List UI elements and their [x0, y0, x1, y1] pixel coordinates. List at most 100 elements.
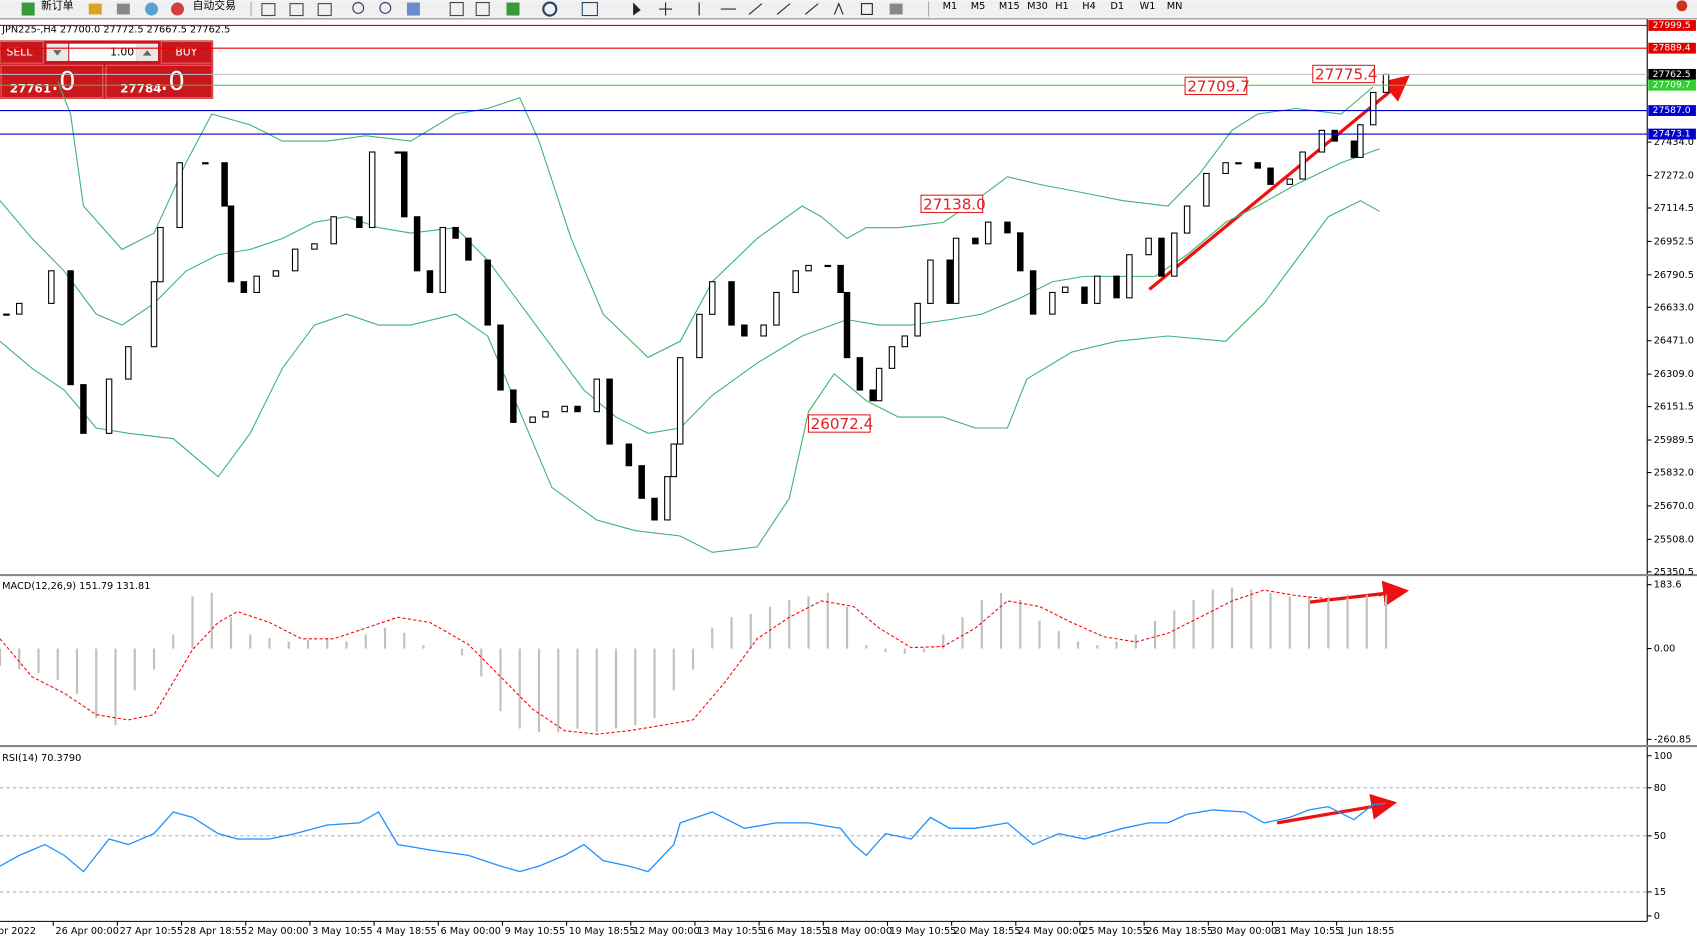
icon[interactable]	[889, 3, 903, 15]
icon[interactable]	[506, 2, 520, 16]
arrow	[53, 50, 62, 56]
annotation: 27138.0	[923, 195, 986, 213]
lot-value[interactable]: 1.00	[110, 45, 134, 58]
candle	[1017, 232, 1024, 272]
trade-panel: SELL 1.00 BUY 27761 .0 27784 .0	[0, 40, 214, 99]
timeframe-button[interactable]: M15	[999, 1, 1020, 12]
bid-fraction[interactable]: .0	[51, 67, 76, 97]
trend-arrows	[1148, 75, 1410, 825]
icon-cursor[interactable]	[633, 2, 641, 16]
candle	[497, 324, 504, 391]
icon[interactable]	[776, 3, 791, 15]
auto-trading-button[interactable]: 自动交易	[193, 0, 236, 12]
y-tick-label: 25508.0	[1654, 534, 1694, 545]
candle	[125, 346, 132, 380]
timeframe-button[interactable]: H4	[1082, 1, 1096, 12]
x-tick-label: 4 May 18:55	[376, 926, 437, 937]
timeframe-button[interactable]: M1	[943, 1, 958, 12]
icon[interactable]	[317, 3, 332, 17]
y-tick-label: 26471.0	[1654, 336, 1694, 347]
candle	[856, 357, 864, 391]
ask-price[interactable]: 27784	[120, 82, 161, 96]
icon[interactable]	[88, 3, 102, 15]
x-tick-label: 18 May 00:00	[825, 926, 892, 937]
candle	[670, 443, 678, 478]
candle	[1126, 254, 1133, 299]
candle	[824, 264, 832, 268]
icon-crosshair[interactable]	[659, 2, 673, 16]
candle	[805, 264, 812, 272]
bid-box[interactable]	[0, 64, 104, 99]
bollinger-band	[0, 200, 1380, 553]
buy-label[interactable]: BUY	[175, 45, 197, 58]
candle	[843, 291, 851, 359]
candle	[202, 162, 209, 165]
price-level-box	[1648, 128, 1696, 140]
new-order-button[interactable]: 新订单	[41, 0, 74, 12]
sell-label[interactable]: SELL	[6, 45, 32, 58]
icon[interactable]	[406, 2, 420, 16]
icon-auto-trading[interactable]	[170, 2, 184, 16]
candle	[946, 259, 953, 304]
icon[interactable]	[289, 3, 304, 17]
timeframe-button[interactable]: D1	[1110, 1, 1124, 12]
candle	[728, 281, 735, 326]
icon[interactable]	[449, 2, 464, 17]
icon-zoom-out[interactable]	[379, 2, 392, 14]
icon[interactable]	[475, 2, 490, 17]
candle	[1331, 129, 1338, 142]
icon[interactable]	[748, 3, 763, 15]
icon[interactable]	[804, 3, 819, 15]
timeframe-button[interactable]: M5	[971, 1, 986, 12]
x-tick-label: 26 Apr 00:00	[55, 926, 118, 937]
rsi-line	[0, 802, 1387, 873]
icon-alert[interactable]	[1676, 0, 1688, 12]
candle	[80, 384, 87, 434]
annotation-box	[1184, 76, 1248, 96]
candle	[1029, 270, 1037, 315]
candle	[542, 411, 549, 418]
timeframe-button[interactable]: H1	[1055, 1, 1069, 12]
candle	[1183, 205, 1191, 234]
candle	[150, 281, 158, 348]
y-tick-label: 50	[1654, 831, 1666, 842]
candle	[1350, 140, 1358, 158]
candle	[356, 216, 363, 229]
price-level-label: 27587.0	[1653, 105, 1691, 116]
timeframe-button[interactable]: MN	[1167, 1, 1183, 12]
icon[interactable]	[261, 3, 276, 17]
bollinger-band	[57, 81, 1374, 359]
candle	[1235, 162, 1242, 165]
y-tick-label: 26790.5	[1654, 270, 1694, 281]
x-tick-label: 24 May 00:00	[1018, 926, 1085, 937]
candle	[1299, 151, 1306, 180]
bid-price[interactable]: 27761	[10, 82, 51, 96]
candle	[927, 259, 934, 304]
ask-box[interactable]	[105, 64, 213, 99]
candle	[1081, 286, 1088, 304]
candle	[465, 237, 472, 261]
ask-fraction[interactable]: .0	[160, 67, 185, 97]
sell-button[interactable]	[0, 40, 44, 64]
icon[interactable]	[542, 1, 558, 17]
candle	[741, 324, 748, 337]
candle	[529, 416, 536, 423]
icon[interactable]	[145, 2, 159, 16]
icon[interactable]	[581, 2, 598, 17]
x-tick-label: 2 May 00:00	[248, 926, 309, 937]
icon-zoom-in[interactable]	[352, 2, 365, 14]
y-tick-label: 25670.0	[1654, 501, 1694, 512]
candle	[901, 335, 909, 348]
icon-new-order[interactable]	[21, 2, 35, 16]
icon[interactable]	[116, 3, 130, 15]
candle	[413, 216, 421, 272]
timeframe-button[interactable]: M30	[1027, 1, 1048, 12]
buy-button[interactable]	[160, 40, 213, 64]
candle	[1061, 286, 1069, 294]
timeframe-button[interactable]: W1	[1140, 1, 1156, 12]
icon[interactable]	[860, 3, 873, 15]
y-tick-label: 27114.5	[1654, 203, 1694, 214]
icon[interactable]	[833, 2, 844, 15]
panel-title: JPN225-,H4 27700.0 27772.5 27667.5 27762…	[1, 25, 230, 36]
